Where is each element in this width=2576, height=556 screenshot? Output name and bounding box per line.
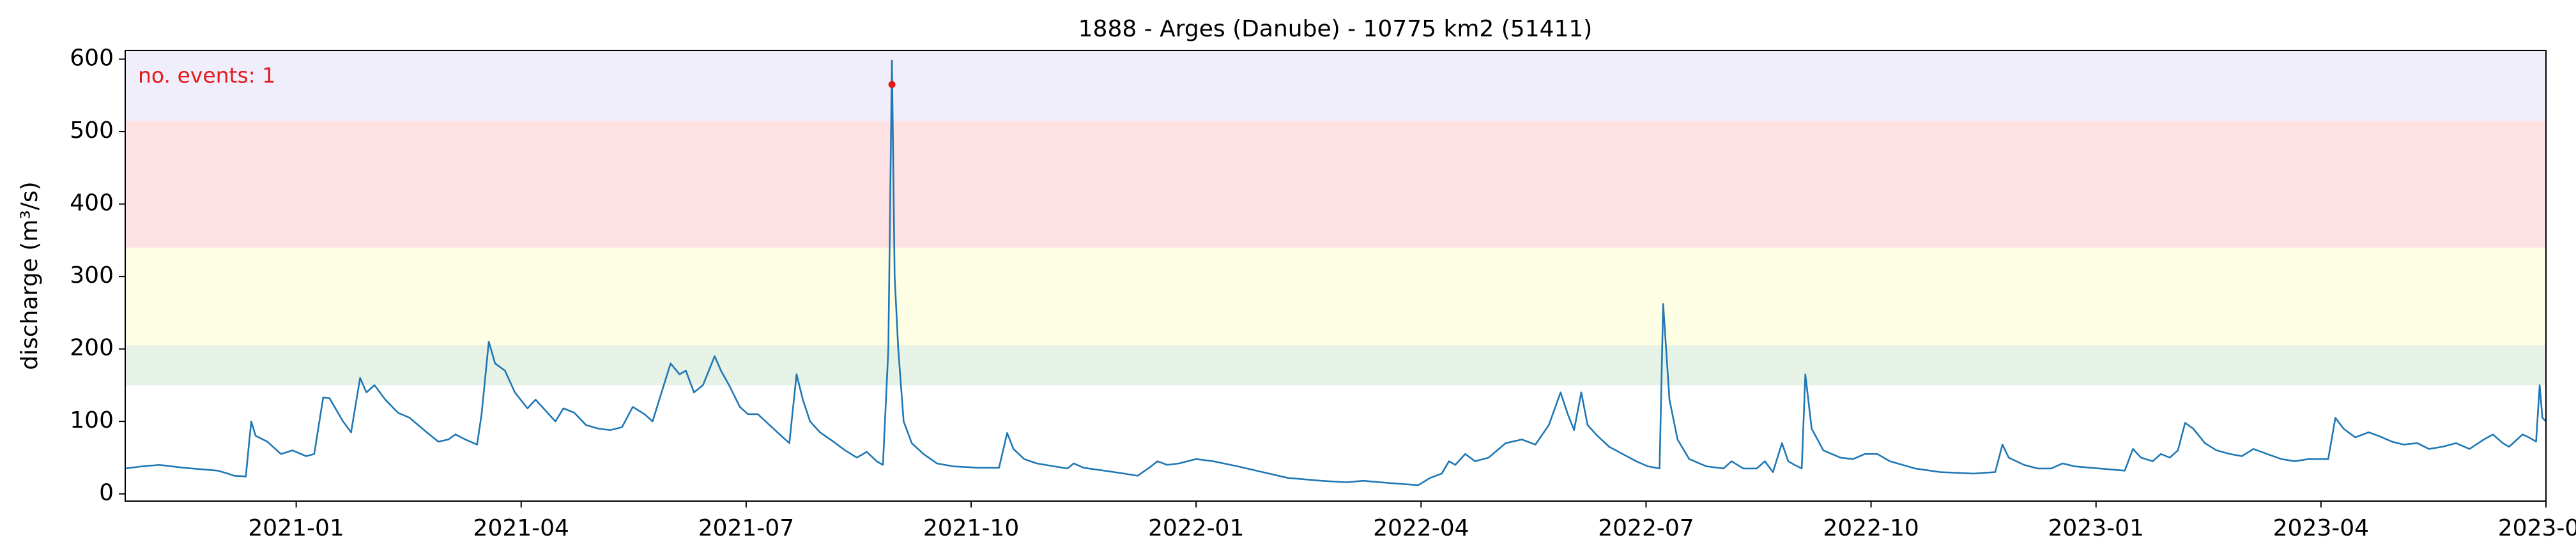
threshold-band	[125, 50, 2546, 121]
chart-title: 1888 - Arges (Danube) - 10775 km2 (51411…	[1078, 16, 1593, 42]
annotation: no. events: 1	[138, 63, 275, 88]
discharge-line	[125, 59, 2547, 486]
x-tick-label: 2021-10	[923, 515, 1019, 541]
y-tick-label: 600	[70, 45, 114, 71]
x-tick-label: 2023-01	[2048, 515, 2144, 541]
y-tick-label: 0	[99, 480, 114, 506]
y-tick-label: 300	[70, 262, 114, 289]
threshold-band	[125, 121, 2546, 248]
threshold-band	[125, 247, 2546, 345]
x-tick-label: 2021-04	[473, 515, 569, 541]
y-tick-label: 100	[70, 407, 114, 433]
x-tick-label: 2022-07	[1598, 515, 1694, 541]
event-marker	[888, 80, 896, 88]
plot-frame	[125, 50, 2547, 502]
x-tick-label: 2021-01	[248, 515, 344, 541]
x-tick-label: 2022-01	[1148, 515, 1244, 541]
threshold-band	[125, 345, 2546, 386]
y-tick-label: 400	[70, 190, 114, 216]
x-tick-label: 2022-04	[1373, 515, 1469, 541]
y-axis-label: discharge (m³/s)	[17, 181, 43, 370]
y-tick-label: 500	[70, 117, 114, 144]
x-tick-label: 2023-04	[2273, 515, 2369, 541]
x-tick-label: 2021-07	[698, 515, 794, 541]
x-tick-label: 2022-10	[1823, 515, 1919, 541]
x-tick-label: 2023-07	[2498, 515, 2576, 541]
y-tick-label: 200	[70, 335, 114, 361]
